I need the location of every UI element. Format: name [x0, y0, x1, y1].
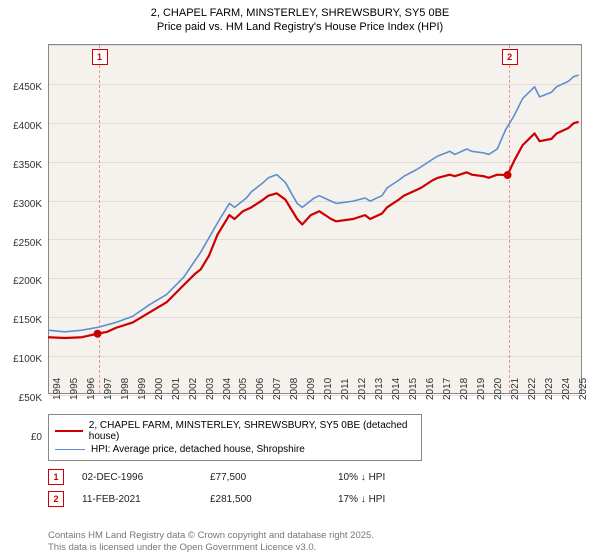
sale-delta: 17% ↓ HPI	[338, 494, 448, 505]
sales-table: 1 02-DEC-1996 £77,500 10% ↓ HPI 2 11-FEB-2021…	[48, 466, 578, 510]
x-tick-label: 2015	[408, 378, 419, 400]
x-tick-label: 2006	[255, 378, 266, 400]
y-tick-label: £450K	[0, 82, 42, 93]
x-tick-label: 2017	[442, 378, 453, 400]
x-tick-label: 2012	[357, 378, 368, 400]
chart-area: 12 £0£50K£100K£150K£200K£250K£300K£350K£…	[48, 44, 582, 394]
x-tick-label: 2023	[544, 378, 555, 400]
y-tick-label: £0	[0, 432, 42, 443]
chart-container: 2, CHAPEL FARM, MINSTERLEY, SHREWSBURY, …	[0, 0, 600, 560]
x-tick-label: 2022	[527, 378, 538, 400]
sale-dot	[504, 171, 512, 179]
x-tick-label: 2003	[205, 378, 216, 400]
x-tick-label: 2019	[476, 378, 487, 400]
x-tick-label: 2021	[510, 378, 521, 400]
y-tick-label: £300K	[0, 199, 42, 210]
x-tick-label: 2001	[171, 378, 182, 400]
x-tick-label: 2005	[238, 378, 249, 400]
x-tick-label: 2013	[374, 378, 385, 400]
chart-title: 2, CHAPEL FARM, MINSTERLEY, SHREWSBURY, …	[0, 0, 600, 37]
y-tick-label: £50K	[0, 393, 42, 404]
legend-swatch	[55, 430, 83, 432]
y-tick-label: £350K	[0, 160, 42, 171]
y-tick-label: £100K	[0, 354, 42, 365]
sale-delta: 10% ↓ HPI	[338, 472, 448, 483]
sale-dot	[94, 330, 102, 338]
x-tick-label: 2000	[154, 378, 165, 400]
x-tick-label: 1999	[137, 378, 148, 400]
footer-line-2: This data is licensed under the Open Gov…	[48, 542, 578, 554]
legend-label: 2, CHAPEL FARM, MINSTERLEY, SHREWSBURY, …	[89, 420, 415, 442]
x-tick-label: 1996	[86, 378, 97, 400]
x-tick-label: 2002	[188, 378, 199, 400]
x-tick-label: 2004	[222, 378, 233, 400]
x-tick-label: 1997	[103, 378, 114, 400]
x-tick-label: 2018	[459, 378, 470, 400]
sale-price: £281,500	[210, 494, 320, 505]
sale-date: 11-FEB-2021	[82, 494, 192, 505]
x-tick-label: 2014	[391, 378, 402, 400]
x-tick-label: 2016	[425, 378, 436, 400]
x-tick-label: 1998	[120, 378, 131, 400]
sale-row: 2 11-FEB-2021 £281,500 17% ↓ HPI	[48, 488, 578, 510]
sale-row-badge: 1	[48, 469, 64, 485]
series-price_paid	[48, 122, 579, 338]
legend-item: HPI: Average price, detached house, Shro…	[55, 443, 415, 456]
x-tick-label: 1995	[69, 378, 80, 400]
x-tick-label: 2024	[561, 378, 572, 400]
y-tick-label: £200K	[0, 276, 42, 287]
legend-item: 2, CHAPEL FARM, MINSTERLEY, SHREWSBURY, …	[55, 419, 415, 443]
y-tick-label: £250K	[0, 238, 42, 249]
x-tick-label: 1994	[52, 378, 63, 400]
legend-label: HPI: Average price, detached house, Shro…	[91, 444, 305, 455]
x-tick-label: 2009	[306, 378, 317, 400]
sale-price: £77,500	[210, 472, 320, 483]
x-tick-label: 2010	[323, 378, 334, 400]
x-tick-label: 2020	[493, 378, 504, 400]
title-line-1: 2, CHAPEL FARM, MINSTERLEY, SHREWSBURY, …	[10, 6, 590, 20]
x-tick-label: 2007	[272, 378, 283, 400]
sale-row-badge: 2	[48, 491, 64, 507]
sale-row: 1 02-DEC-1996 £77,500 10% ↓ HPI	[48, 466, 578, 488]
x-tick-label: 2025	[578, 378, 589, 400]
footer-attribution: Contains HM Land Registry data © Crown c…	[48, 530, 578, 554]
x-tick-label: 2008	[289, 378, 300, 400]
sale-date: 02-DEC-1996	[82, 472, 192, 483]
y-tick-label: £150K	[0, 315, 42, 326]
legend-box: 2, CHAPEL FARM, MINSTERLEY, SHREWSBURY, …	[48, 414, 422, 461]
series-hpi	[48, 75, 579, 332]
legend-swatch	[55, 449, 85, 450]
footer-line-1: Contains HM Land Registry data © Crown c…	[48, 530, 578, 542]
line-layer	[48, 44, 582, 394]
title-line-2: Price paid vs. HM Land Registry's House …	[10, 20, 590, 34]
y-tick-label: £400K	[0, 121, 42, 132]
x-tick-label: 2011	[340, 378, 351, 400]
